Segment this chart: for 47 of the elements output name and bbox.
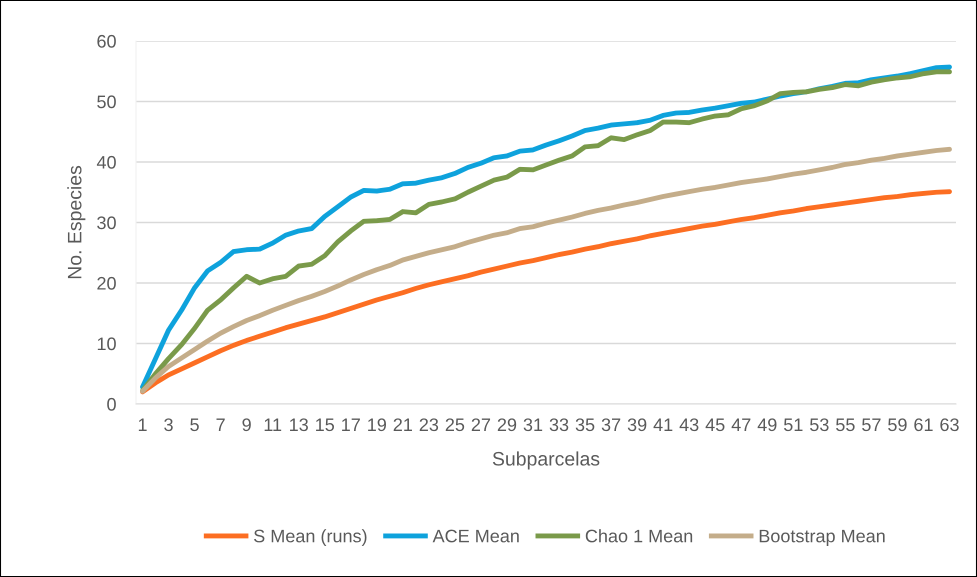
x-tick-label: 47 xyxy=(732,418,750,431)
x-tick-label: 31 xyxy=(524,418,542,432)
x-tick-label: 63 xyxy=(940,418,959,432)
x-tick-label: 43 xyxy=(680,418,698,432)
x-tick-label: 15 xyxy=(316,418,334,432)
line-series xyxy=(140,146,952,394)
y-tick-label: 20 xyxy=(97,276,116,290)
x-tick-label: 21 xyxy=(394,418,412,431)
x-tick-label: 49 xyxy=(758,418,776,432)
x-tick-label: 35 xyxy=(576,418,594,432)
y-tick-label: 50 xyxy=(97,95,116,108)
x-tick-label: 29 xyxy=(498,418,516,432)
x-tick-label: 1 xyxy=(138,418,147,431)
legend-label: ACE Mean xyxy=(432,530,519,542)
x-tick-label: 53 xyxy=(810,418,829,432)
x-tick-label: 11 xyxy=(264,418,282,431)
x-tick-label: 37 xyxy=(602,418,620,432)
x-tick-label: 7 xyxy=(216,418,225,431)
x-tick-label: 51 xyxy=(784,418,802,432)
x-tick-label: 5 xyxy=(190,418,199,432)
line-series xyxy=(140,189,952,394)
y-tick-label: 40 xyxy=(96,156,116,169)
x-tick-label: 57 xyxy=(862,418,881,432)
x-tick-label: 17 xyxy=(342,418,360,431)
x-tick-label: 33 xyxy=(550,418,568,432)
x-tick-label: 41 xyxy=(654,418,672,431)
x-axis-title: Subparcelas xyxy=(492,451,600,470)
legend-label: Chao 1 Mean xyxy=(586,529,692,542)
x-tick-label: 27 xyxy=(472,418,490,431)
y-tick-label: 10 xyxy=(98,337,116,350)
y-tick-label: 60 xyxy=(97,34,116,48)
x-tick-label: 3 xyxy=(164,418,173,432)
y-tick-label: 0 xyxy=(107,398,116,411)
y-axis-title: No. Especies xyxy=(67,166,86,278)
x-tick-label: 9 xyxy=(242,418,251,432)
y-tick-label: 30 xyxy=(97,216,116,230)
x-tick-label: 23 xyxy=(420,418,438,432)
x-tick-label: 19 xyxy=(368,418,386,432)
x-tick-label: 55 xyxy=(836,418,855,432)
x-tick-label: 39 xyxy=(628,418,646,432)
x-tick-label: 59 xyxy=(888,418,907,432)
x-tick-label: 45 xyxy=(706,418,724,432)
x-tick-label: 61 xyxy=(914,418,933,432)
x-tick-label: 13 xyxy=(290,418,308,432)
legend-label: Bootstrap Mean xyxy=(760,530,885,546)
legend-label: S Mean (runs) xyxy=(254,529,366,546)
x-tick-label: 25 xyxy=(446,418,464,432)
